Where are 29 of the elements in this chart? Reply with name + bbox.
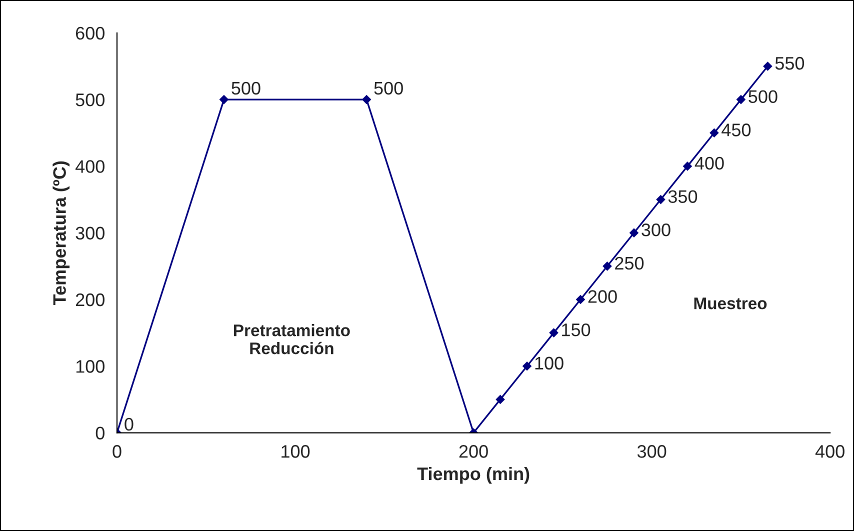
y-tick-label: 500	[76, 93, 104, 106]
x-tick-label: 300	[637, 445, 666, 458]
data-label: 100	[535, 356, 564, 370]
data-label: 400	[694, 156, 724, 170]
y-tick-label: 400	[75, 160, 104, 173]
y-tick-label: 0	[96, 426, 104, 440]
y-tick-label: 600	[76, 26, 104, 40]
data-label: 550	[775, 56, 804, 70]
data-label: 200	[588, 290, 617, 303]
y-tick-label: 200	[76, 293, 104, 306]
data-label: 0	[124, 418, 134, 431]
x-axis-title: Tiempo (min)	[417, 466, 530, 484]
annotation: Pretratamiento Reducción	[234, 324, 350, 354]
data-label: 450	[722, 124, 751, 136]
data-label: 150	[562, 323, 590, 336]
x-tick-label: 200	[459, 445, 488, 458]
x-tick-label: 0	[112, 445, 122, 458]
data-label: 500	[232, 82, 260, 95]
annotation: Muestreo	[694, 298, 767, 310]
y-tick-label: 100	[76, 360, 104, 373]
data-label: 350	[668, 190, 698, 203]
data-label: 500	[748, 90, 778, 104]
data-label: 250	[615, 256, 644, 270]
x-tick-label: 400	[815, 445, 844, 458]
data-label: 300	[642, 224, 670, 236]
x-tick-label: 100	[282, 445, 310, 458]
y-axis-title: Temperatura (ºC)	[52, 161, 70, 305]
y-tick-label: 300	[76, 226, 104, 240]
data-label: 500	[374, 82, 403, 95]
